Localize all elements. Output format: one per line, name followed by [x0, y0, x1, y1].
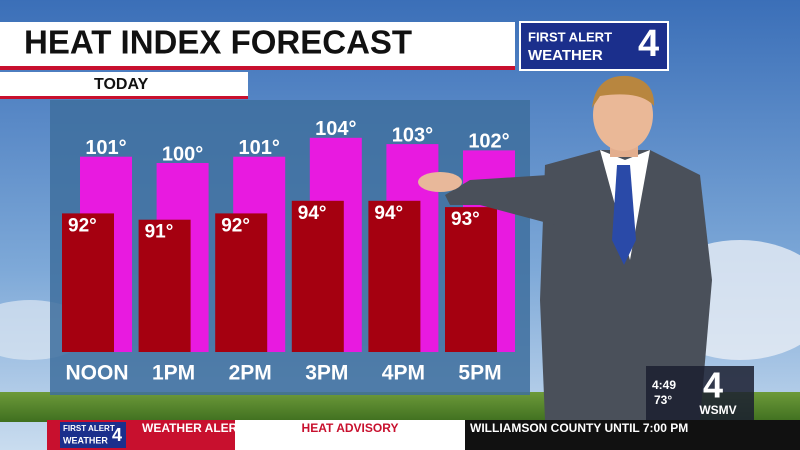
subtitle-underline — [0, 96, 248, 99]
value-label: 94° — [298, 203, 327, 224]
value-label: 92° — [221, 215, 250, 236]
bug — [646, 366, 754, 420]
title-bar — [0, 22, 515, 66]
plot: 101° 100° 101° 104° 103° 102° 92° 91° 92° 94° 94° 9… — [62, 118, 515, 385]
value-label: 100° — [162, 143, 203, 165]
arm — [445, 175, 555, 225]
chart-subtitle: TODAY — [94, 76, 149, 93]
ticker-alert-bar — [235, 420, 465, 450]
hair — [592, 75, 655, 108]
bug-time: 4:49 — [652, 378, 676, 392]
bar — [368, 200, 421, 352]
ticker-logo-top: FIRST ALERT — [63, 424, 115, 433]
bar — [62, 213, 114, 352]
ticker-logo-bottom: WEATHER — [63, 435, 108, 445]
presenter — [418, 75, 712, 420]
title-underline — [0, 66, 515, 70]
value-label: 104° — [315, 118, 356, 140]
subtitle-bar — [0, 72, 248, 96]
value-label: 103° — [392, 124, 433, 146]
bug-temperature: 73° — [654, 393, 672, 407]
suit — [540, 150, 712, 420]
logo-bottom: WEATHER — [528, 47, 603, 64]
bar — [291, 200, 344, 352]
x-tick-label: 1PM — [152, 362, 195, 385]
x-tick-label: 4PM — [382, 362, 425, 385]
ticker-text: WILLIAMSON COUNTY UNTIL 7:00 PM — [470, 421, 688, 435]
x-tick-label: 5PM — [458, 362, 501, 385]
value-label: 102° — [468, 131, 509, 153]
bar — [445, 207, 497, 352]
x-tick-label: 3PM — [305, 362, 348, 385]
x-tick-label: NOON — [66, 362, 129, 385]
ticker-label: WEATHER ALERT — [142, 421, 245, 435]
ticker-text-bar — [465, 420, 800, 450]
value-label: 92° — [68, 215, 97, 236]
head — [593, 79, 653, 151]
x-tick-label: 2PM — [229, 362, 272, 385]
value-label: 94° — [374, 203, 403, 224]
bar — [138, 219, 191, 352]
tie — [612, 165, 636, 265]
ticker-alert: HEAT ADVISORY — [302, 421, 399, 435]
ticker-logo — [60, 422, 126, 448]
hand — [418, 172, 462, 192]
logo-top: FIRST ALERT — [528, 29, 612, 44]
bar — [215, 213, 268, 352]
ticker-logo-number: 4 — [112, 425, 122, 445]
value-label: 93° — [451, 209, 480, 230]
value-label: 101° — [239, 137, 280, 159]
chart-title: HEAT INDEX FORECAST — [24, 24, 412, 61]
value-label: 91° — [145, 222, 174, 243]
station-number: 4 — [703, 365, 723, 406]
logo — [519, 21, 669, 71]
station-name: WSMV — [699, 403, 736, 417]
value-label: 101° — [85, 137, 126, 159]
logo-number: 4 — [638, 23, 659, 65]
